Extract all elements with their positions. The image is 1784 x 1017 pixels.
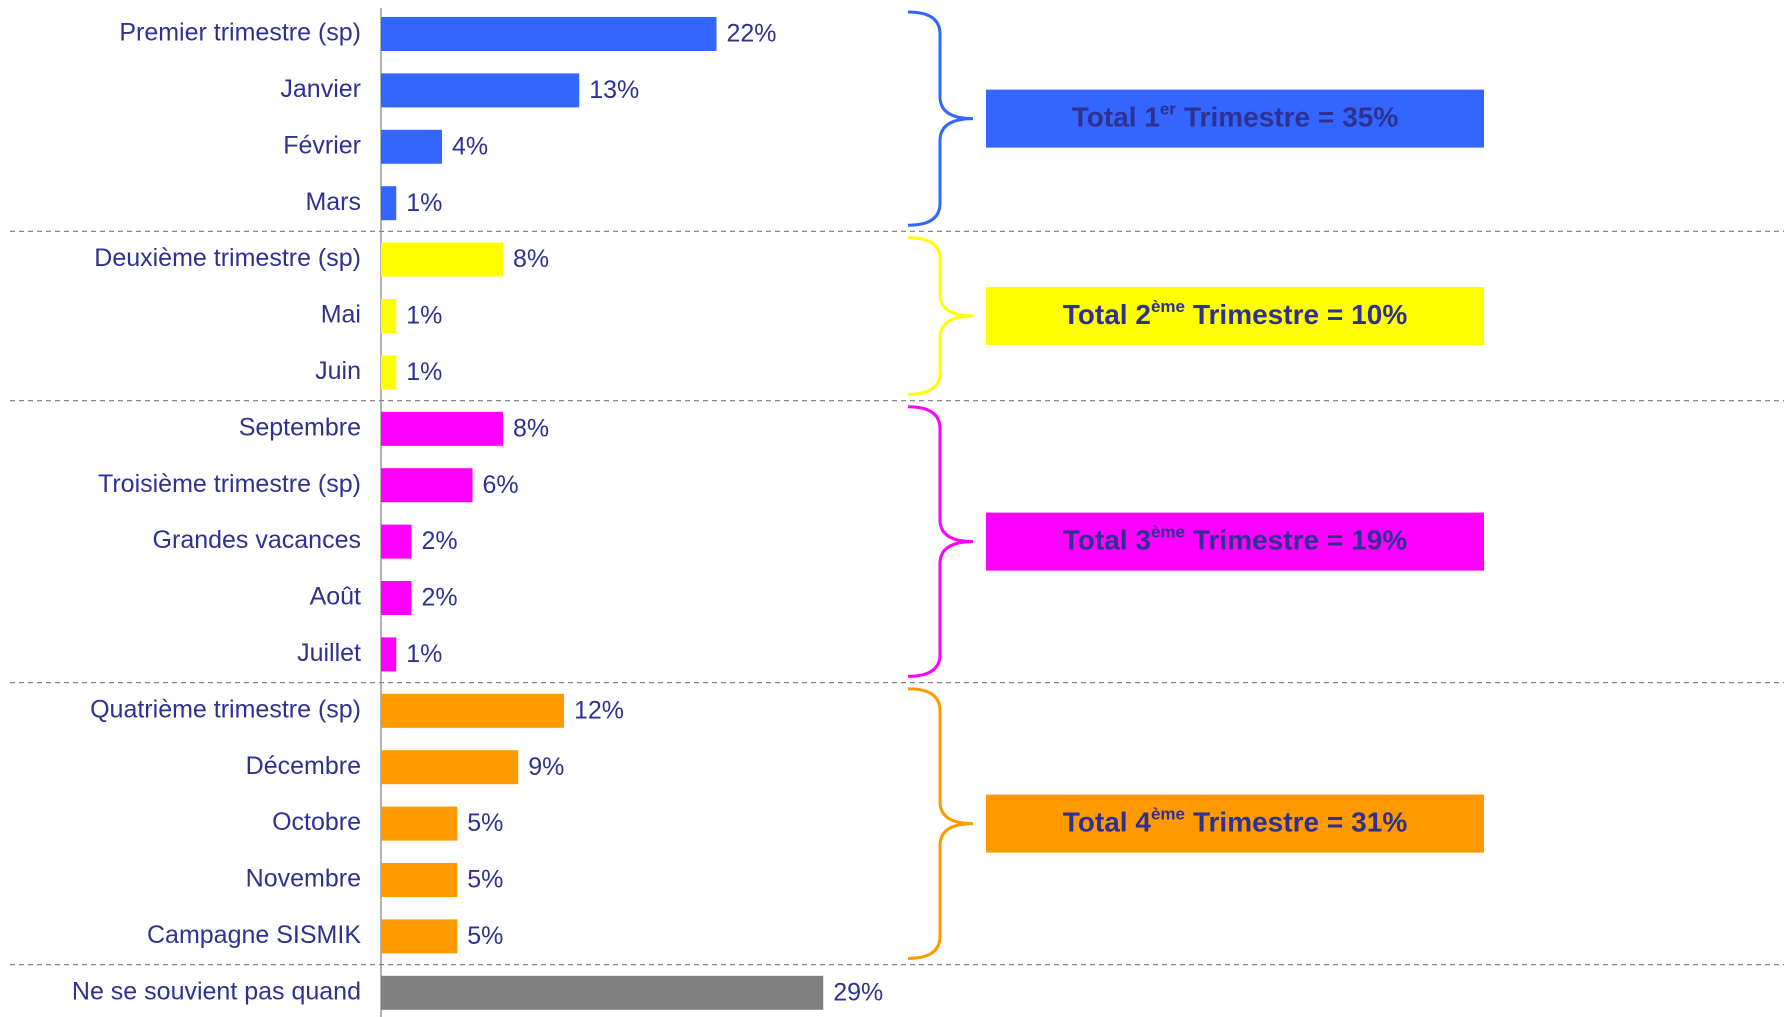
bar [381,299,397,333]
total-label: Total 3ème Trimestre = 19% [1063,523,1408,556]
total-label: Total 4ème Trimestre = 31% [1063,805,1408,838]
value-label: 6% [483,471,519,499]
value-label: 2% [422,527,458,555]
bar [381,863,458,897]
bar [381,242,503,277]
value-label: 9% [528,753,564,781]
category-label: Deuxième trimestre (sp) [94,244,361,272]
total-value: 19% [1351,525,1407,556]
category-label: Février [283,131,361,159]
category-label: Campagne SISMIK [147,921,361,949]
total-box [986,287,1484,345]
value-label: 8% [513,414,549,442]
category-label: Premier trimestre (sp) [119,19,361,47]
value-label: 12% [574,696,624,724]
category-label: Grandes vacances [153,526,361,554]
bar [381,355,397,390]
value-label: 22% [727,20,777,48]
total-label: Total 2ème Trimestre = 10% [1063,297,1408,330]
bracket [907,10,974,227]
total-text: Trimestre = [1193,299,1343,330]
total-superscript: ème [1151,805,1185,824]
category-label: Ne se souvient pas quand [72,977,361,1005]
value-label: 1% [406,189,442,217]
total-superscript: ème [1151,297,1185,316]
category-label: Juin [315,357,361,385]
bracket [907,687,974,960]
category-label: Mars [305,188,361,216]
category-label: Septembre [239,413,361,441]
category-label: Janvier [280,75,361,103]
total-box [986,794,1484,853]
bracket [907,405,974,678]
total-text: Trimestre = [1184,102,1334,133]
bar [381,186,397,221]
category-label: Décembre [246,752,361,780]
bar [381,411,503,446]
bar [381,581,412,615]
total-text: Total 1 [1072,102,1160,133]
category-label: Octobre [272,808,361,836]
total-text: Trimestre = [1193,525,1343,556]
bar [381,750,519,785]
bar [381,524,412,559]
value-label: 1% [406,302,442,330]
bar [381,637,397,672]
category-label: Quatrième trimestre (sp) [90,695,361,723]
value-label: 2% [422,584,458,612]
value-label: 13% [589,76,639,104]
total-text: Total 3 [1063,525,1151,556]
total-text: Trimestre = [1193,807,1343,838]
total-text: Total 2 [1063,299,1151,330]
bar [381,693,564,728]
bar [381,919,458,954]
total-value: 35% [1342,102,1398,133]
bar [381,73,580,108]
total-box [986,89,1484,148]
total-superscript: er [1160,100,1176,119]
total-value: 31% [1351,807,1407,838]
bar [381,975,824,1010]
value-label: 1% [406,358,442,386]
total-text: Total 4 [1063,807,1152,838]
category-label: Mai [321,301,361,329]
value-label: 29% [833,978,883,1006]
value-label: 5% [467,809,503,837]
category-label: Août [310,583,361,611]
category-label: Troisième trimestre (sp) [98,470,361,498]
value-label: 5% [467,866,503,894]
value-label: 1% [406,640,442,668]
total-box [986,512,1484,571]
value-label: 4% [452,132,488,160]
bracket [907,236,974,396]
value-label: 5% [467,922,503,950]
category-label: Juillet [297,639,361,667]
bar [381,17,717,51]
total-label: Total 1er Trimestre = 35% [1072,100,1399,133]
bar [381,468,473,503]
total-superscript: ème [1151,523,1185,542]
category-label: Novembre [246,865,361,893]
value-label: 8% [513,245,549,273]
total-value: 10% [1351,299,1407,330]
bar [381,129,442,164]
bar [381,806,458,841]
